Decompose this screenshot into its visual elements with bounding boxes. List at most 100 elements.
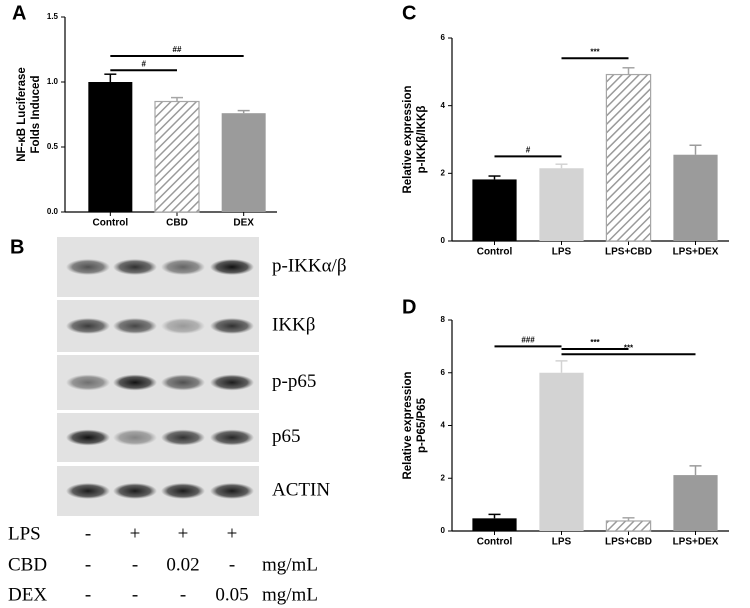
bar <box>605 520 652 532</box>
treatment-cell: + <box>130 523 141 544</box>
blot-band <box>66 429 110 446</box>
bar <box>88 82 133 212</box>
treatment-cell: - <box>85 584 91 605</box>
panel-label: D <box>402 296 416 318</box>
significance-label: *** <box>590 338 600 347</box>
y-tick-label: 8 <box>441 315 446 324</box>
error-bar <box>555 163 568 169</box>
blot-row-label: p-p65 <box>272 371 316 392</box>
panel-label: C <box>402 2 416 24</box>
blot-band <box>210 259 254 275</box>
y-tick-label: 0 <box>441 236 446 245</box>
y-tick-label: 2 <box>441 168 446 177</box>
blot-band <box>210 318 254 334</box>
y-axis-label: p-P65/P65 <box>416 397 428 453</box>
bar <box>539 168 584 241</box>
treatment-name: CBD <box>8 554 47 575</box>
y-axis-label: p-IKKβ/IKKβ <box>416 106 428 174</box>
y-tick-label: 4 <box>441 421 446 430</box>
y-tick-label: 0.0 <box>47 207 59 216</box>
blot-band <box>161 429 205 446</box>
x-tick-label: Control <box>477 537 513 548</box>
blot-band <box>113 429 157 446</box>
error-bar <box>622 517 635 521</box>
treatment-cell: - <box>132 584 138 605</box>
y-tick-label: 4 <box>441 101 446 110</box>
x-tick-label: LPS+DEX <box>673 537 719 548</box>
x-tick-label: LPS <box>552 247 572 258</box>
y-axis-label: NF-κB Luciferase <box>16 67 28 162</box>
bar <box>472 179 517 241</box>
blot-band <box>210 483 254 499</box>
y-tick-label: 6 <box>441 33 446 42</box>
bar <box>154 100 200 213</box>
panel-label: A <box>12 2 26 24</box>
blot-band <box>161 259 205 275</box>
blot-band <box>113 318 157 334</box>
error-bar <box>622 67 635 75</box>
x-tick-label: LPS <box>552 537 572 548</box>
x-tick-label: CBD <box>166 218 188 229</box>
significance-label: # <box>141 59 146 68</box>
blot-band <box>113 483 157 499</box>
treatment-cell: + <box>178 523 189 544</box>
y-axis-label: Relative expression <box>402 371 414 479</box>
y-tick-label: 6 <box>441 368 446 377</box>
treatment-cell: - <box>229 554 235 575</box>
treatment-cell: 0.05 <box>215 584 248 605</box>
x-tick-label: LPS+CBD <box>605 247 652 258</box>
y-axis-label: Folds Induced <box>30 76 42 154</box>
blot-row-label: IKKβ <box>272 314 315 335</box>
blot-band <box>113 259 157 275</box>
x-tick-label: Control <box>93 218 129 229</box>
treatment-unit: mg/mL <box>262 554 318 575</box>
treatment-name: LPS <box>8 523 41 544</box>
treatment-unit: mg/mL <box>262 584 318 605</box>
blot-band <box>66 483 110 499</box>
significance-label: ### <box>521 335 535 344</box>
error-bar <box>488 175 501 180</box>
x-tick-label: LPS+CBD <box>605 537 652 548</box>
error-bar <box>488 513 501 519</box>
blot-row-label: p65 <box>272 426 301 447</box>
bar <box>605 73 652 242</box>
blot-band <box>161 374 205 391</box>
y-tick-label: 0 <box>441 526 446 535</box>
treatment-cell: - <box>85 523 91 544</box>
treatment-cell: 0.02 <box>166 554 199 575</box>
blot-band <box>210 374 254 391</box>
error-bar <box>237 109 250 114</box>
error-bar <box>104 73 117 82</box>
blot-band <box>161 483 205 499</box>
error-bar <box>555 360 568 373</box>
treatment-cell: + <box>227 523 238 544</box>
blot-band <box>66 374 110 391</box>
blot-band <box>161 318 205 334</box>
error-bar <box>689 465 702 476</box>
y-tick-label: 1.0 <box>47 77 59 86</box>
blot-row-label: p-IKKα/β <box>272 255 347 276</box>
bar <box>221 113 266 212</box>
panel-label: B <box>10 236 24 258</box>
treatment-name: DEX <box>8 584 47 605</box>
x-tick-label: DEX <box>233 218 254 229</box>
x-tick-label: Control <box>477 247 513 258</box>
blot-band <box>210 429 254 446</box>
significance-label: ## <box>173 45 182 54</box>
y-axis-label: Relative expression <box>402 85 414 193</box>
error-bar <box>689 144 702 155</box>
y-tick-label: 1.5 <box>47 12 59 21</box>
blot-band <box>66 259 110 275</box>
y-tick-label: 0.5 <box>47 142 59 151</box>
bar <box>539 372 584 531</box>
treatment-cell: - <box>180 584 186 605</box>
error-bar <box>171 96 183 102</box>
bar <box>673 154 718 241</box>
significance-label: *** <box>624 343 634 352</box>
significance-label: # <box>526 146 531 155</box>
x-tick-label: LPS+DEX <box>673 247 719 258</box>
blot-row-label: ACTIN <box>272 479 330 500</box>
treatment-cell: - <box>132 554 138 575</box>
blot-band <box>66 318 110 334</box>
